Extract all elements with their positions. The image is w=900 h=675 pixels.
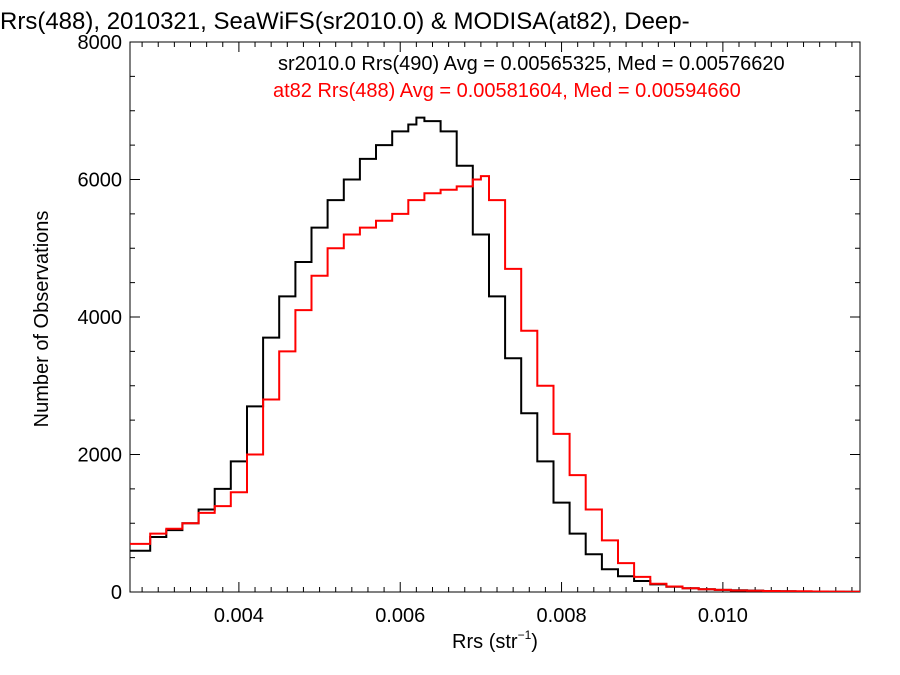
x-axis-label: Rrs (str−1) [452, 628, 538, 653]
annotation-at82: at82 Rrs(488) Avg = 0.00581604, Med = 0.… [273, 80, 741, 102]
series-line-sr2010 [130, 116, 860, 592]
annotation-sr2010: sr2010.0 Rrs(490) Avg = 0.00565325, Med … [278, 53, 785, 75]
x-tick-label: 0.008 [537, 605, 587, 627]
y-tick-label: 0 [111, 582, 122, 604]
x-tick-label: 0.004 [214, 605, 264, 627]
y-tick-label: 8000 [78, 32, 123, 54]
y-tick-label: 2000 [78, 445, 123, 467]
plot-frame [129, 41, 861, 593]
x-tick-label: 0.010 [698, 605, 748, 627]
x-tick-label: 0.006 [375, 605, 425, 627]
x-axis-label-superscript: −1 [518, 628, 532, 642]
chart-title: Rrs(488), 2010321, SeaWiFS(sr2010.0) & M… [0, 8, 690, 35]
y-tick-label: 4000 [78, 307, 123, 329]
y-tick-label: 6000 [78, 170, 123, 192]
x-axis-label-close: ) [531, 631, 538, 653]
y-axis-label: Number of Observations [31, 211, 53, 428]
x-axis-label-main: Rrs (str [452, 631, 518, 653]
series-line-at82 [130, 175, 860, 592]
